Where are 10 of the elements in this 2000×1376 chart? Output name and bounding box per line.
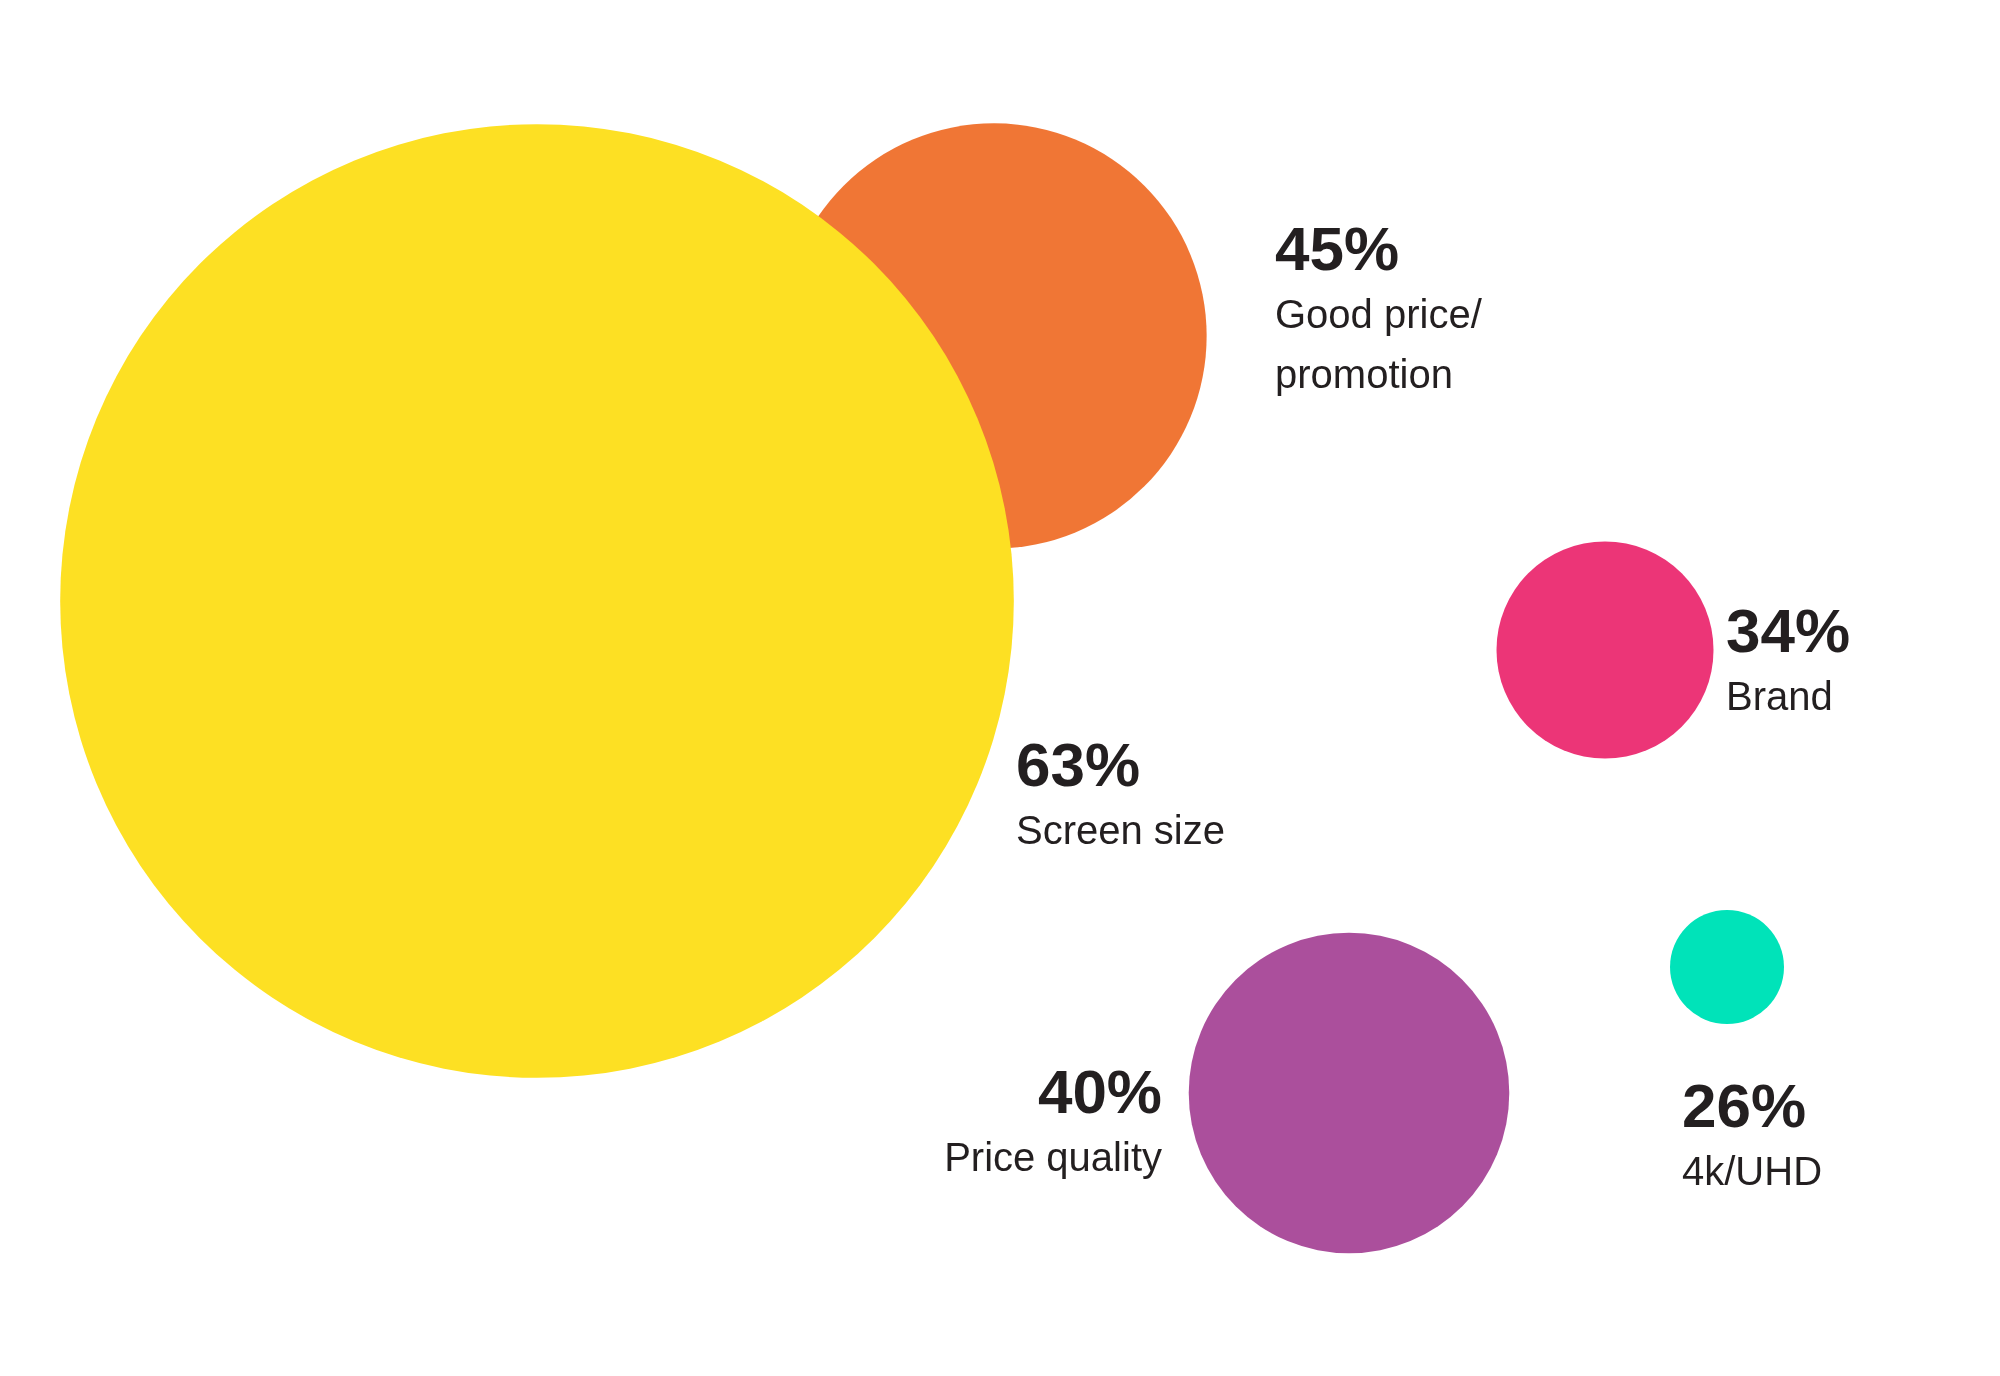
category-label: Screen size bbox=[1016, 808, 1225, 852]
data-label: 45% bbox=[1275, 214, 1400, 283]
data-label: 34% bbox=[1726, 596, 1851, 665]
data-label: 26% bbox=[1682, 1071, 1807, 1140]
category-label: Good price/ promotion bbox=[1275, 292, 1483, 396]
category-label: Price quality bbox=[944, 1135, 1162, 1179]
category-label: 4k/UHD bbox=[1682, 1149, 1823, 1193]
data-label: 40% bbox=[1037, 1057, 1162, 1126]
category-label: Brand bbox=[1726, 674, 1833, 718]
data-label: 63% bbox=[1016, 730, 1141, 799]
